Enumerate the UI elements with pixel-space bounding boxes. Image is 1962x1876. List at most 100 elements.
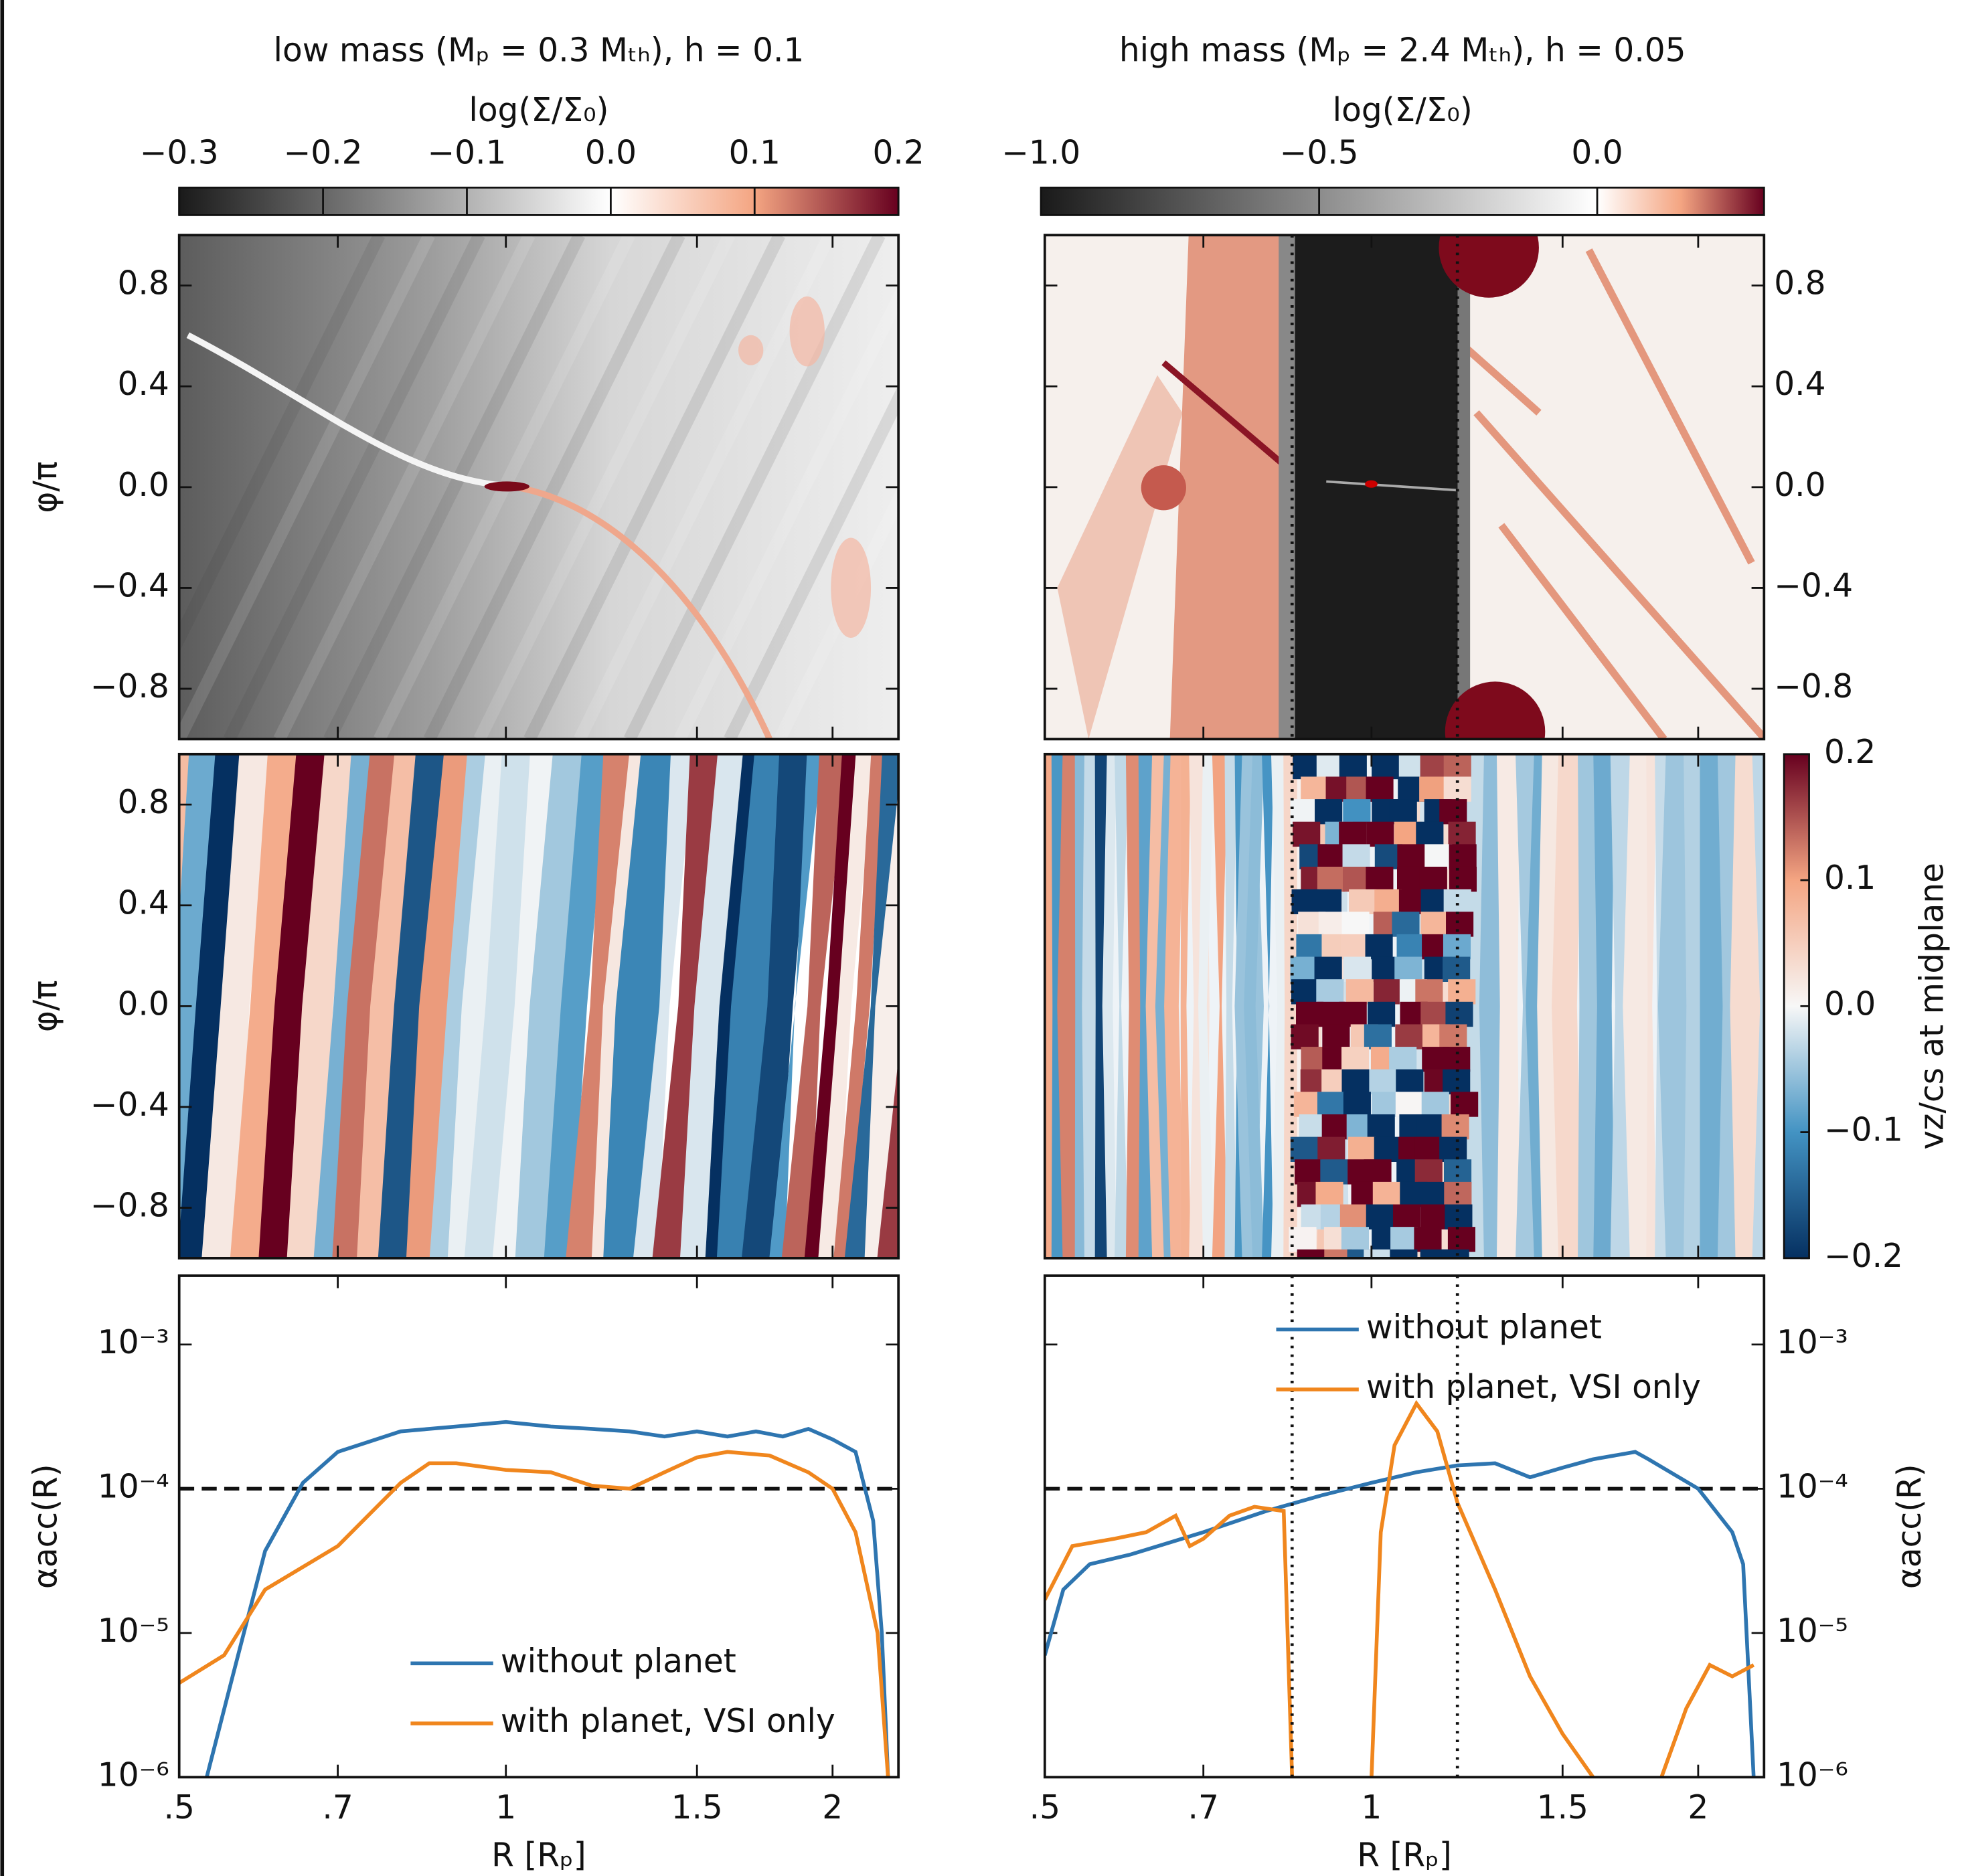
heatmap-streak bbox=[179, 235, 435, 740]
x-tick-label: 1 bbox=[495, 1789, 516, 1826]
legend-label: without planet bbox=[501, 1642, 736, 1680]
y-tick-label: 10⁻⁶ bbox=[98, 1756, 169, 1794]
heatmap-cell bbox=[406, 754, 473, 1258]
heatmap-streak bbox=[673, 284, 899, 740]
heatmap-cell bbox=[1317, 1136, 1345, 1162]
heatmap-cell bbox=[1374, 889, 1402, 914]
heatmap-cell bbox=[1341, 912, 1370, 937]
heatmap-cell bbox=[1593, 754, 1615, 1258]
heatmap-cell bbox=[1019, 754, 1040, 1258]
heatmap-cell bbox=[1317, 844, 1345, 869]
y-tick-label: 0.4 bbox=[117, 365, 169, 403]
heatmap-cell bbox=[1389, 799, 1417, 825]
heatmap-cell bbox=[1290, 1136, 1318, 1162]
heatmap-cell bbox=[1364, 1024, 1392, 1049]
heatmap-cell bbox=[1314, 956, 1342, 982]
heatmap-cell bbox=[1416, 1114, 1445, 1140]
heatmap-cell bbox=[1390, 1227, 1418, 1252]
heatmap-cell bbox=[1443, 889, 1471, 914]
heatmap-cell bbox=[1314, 889, 1342, 914]
heatmap-cell bbox=[1293, 754, 1321, 780]
colorbar-tick-label: −0.2 bbox=[1824, 1238, 1903, 1275]
heatmap-cell bbox=[1315, 799, 1343, 825]
heatmap-cell bbox=[1320, 1159, 1348, 1185]
heatmap-cell bbox=[1752, 754, 1765, 1258]
heatmap-streak bbox=[1169, 235, 1289, 740]
heatmap-cell bbox=[1341, 1069, 1370, 1095]
colorbar-tick-label: 0.1 bbox=[729, 135, 781, 172]
heatmap-cell bbox=[1373, 979, 1402, 1005]
heatmap-streak bbox=[523, 235, 786, 740]
colorbar-tick-label: −0.2 bbox=[284, 135, 363, 172]
heatmap-cell bbox=[1349, 889, 1377, 914]
heatmap-cell bbox=[1392, 1204, 1421, 1229]
heatmap-cell bbox=[1366, 776, 1394, 802]
y-tick-label: 0.8 bbox=[1774, 265, 1825, 303]
legend-label: with planet, VSI only bbox=[1366, 1369, 1701, 1406]
y-tick-label: 10⁻⁵ bbox=[1777, 1612, 1848, 1650]
heatmap-streak bbox=[774, 485, 899, 740]
heatmap bbox=[1044, 235, 1765, 740]
horseshoe-blob bbox=[1439, 235, 1539, 298]
heatmap-cell bbox=[1294, 1092, 1322, 1117]
heatmap-cell bbox=[1496, 754, 1521, 1258]
heatmap-cell bbox=[1451, 1092, 1479, 1117]
colorbar bbox=[1040, 186, 1765, 216]
panel-frame bbox=[177, 752, 900, 1260]
colorbar-tick-label: −1.0 bbox=[1001, 135, 1080, 172]
heatmap-cell bbox=[1372, 754, 1400, 780]
y-tick-label: 0.0 bbox=[1774, 466, 1825, 504]
y-tick-label: −0.4 bbox=[90, 567, 169, 604]
heatmap-cell bbox=[1479, 754, 1502, 1258]
heatmap-cell bbox=[1317, 1092, 1345, 1117]
heatmap-cell bbox=[1291, 979, 1319, 1005]
series-line bbox=[1044, 1450, 1756, 1778]
heatmap bbox=[179, 235, 899, 740]
heatmap-cell bbox=[1224, 754, 1238, 1258]
planet-wake bbox=[186, 332, 501, 489]
heatmap-cell bbox=[201, 754, 275, 1258]
y-tick-label: −0.4 bbox=[90, 1086, 169, 1124]
heatmap-cell bbox=[1439, 1024, 1467, 1049]
heatmap-cell bbox=[1420, 1204, 1449, 1229]
heatmap-cell bbox=[993, 754, 1011, 1258]
colorbar bbox=[178, 186, 900, 216]
heatmap-cell bbox=[1102, 754, 1117, 1258]
heatmap-cell bbox=[1339, 1001, 1367, 1027]
heatmap-cell bbox=[1339, 754, 1367, 780]
heatmap-blob bbox=[1141, 465, 1186, 511]
heatmap-cell bbox=[833, 754, 885, 1258]
x-tick-label: 2 bbox=[822, 1789, 843, 1826]
y-tick-label: 0.8 bbox=[117, 784, 169, 821]
y-tick-label: 0.4 bbox=[1774, 365, 1825, 403]
y-axis-label: φ/π bbox=[27, 461, 64, 513]
colorbar-label: log(Σ/Σ₀) bbox=[469, 92, 608, 129]
heatmap-cell bbox=[1441, 1249, 1469, 1258]
heatmap-cell bbox=[1262, 754, 1274, 1258]
heatmap-cell bbox=[1369, 1069, 1397, 1095]
heatmap-streak bbox=[224, 235, 485, 740]
heatmap-streak bbox=[724, 385, 899, 740]
colorbar-tick-label: 0.0 bbox=[1824, 985, 1876, 1023]
heatmap-cell bbox=[1342, 844, 1370, 869]
heatmap-cell bbox=[1418, 1181, 1446, 1207]
heatmap-cell bbox=[1341, 1227, 1370, 1252]
heatmap-cell bbox=[1374, 1136, 1402, 1162]
heatmap-streak bbox=[1057, 375, 1183, 740]
heatmap-cell bbox=[544, 754, 609, 1258]
heatmap-streak bbox=[323, 235, 586, 740]
heatmap-cell bbox=[1343, 799, 1371, 825]
heatmap-cell bbox=[1390, 1249, 1418, 1258]
heatmap-cell bbox=[769, 754, 823, 1258]
colorbar-tick-label: 0.0 bbox=[1571, 135, 1623, 172]
heatmap-cell bbox=[1420, 1001, 1449, 1027]
heatmap-cell bbox=[1316, 979, 1344, 1005]
heatmap-cell bbox=[1443, 754, 1471, 780]
heatmap-cell bbox=[1414, 1227, 1442, 1252]
x-tick-label: .5 bbox=[164, 1789, 195, 1826]
heatmap-cell bbox=[447, 754, 506, 1258]
x-tick-label: 1.5 bbox=[1537, 1789, 1588, 1826]
heatmap-streak bbox=[1473, 410, 1765, 740]
heatmap-cell bbox=[1293, 821, 1321, 847]
heatmap-cell bbox=[741, 754, 814, 1258]
